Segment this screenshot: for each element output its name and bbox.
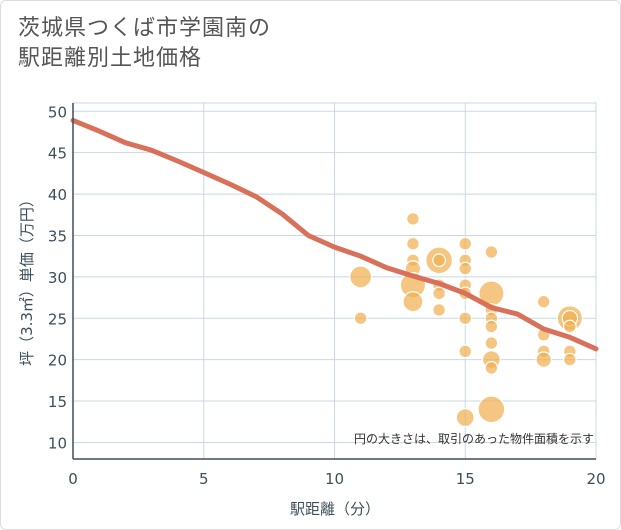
data-point bbox=[477, 395, 506, 424]
chart-title-line-2: 駅距離別土地価格 bbox=[18, 46, 203, 71]
y-tick-label: 15 bbox=[48, 393, 67, 411]
data-point bbox=[535, 351, 552, 368]
y-axis-label: 坪（3.3㎡）単価（万円） bbox=[18, 192, 36, 366]
trend-line-group bbox=[70, 117, 599, 352]
data-point bbox=[484, 336, 499, 350]
chart-title-line-1: 茨城県つくば市学園南の bbox=[18, 16, 272, 41]
data-point bbox=[484, 361, 499, 375]
x-axis-label: 駅距離（分） bbox=[290, 500, 380, 518]
x-tick-label: 15 bbox=[456, 470, 475, 488]
chart-annotation: 円の大きさは、取引のあった物件面積を示す bbox=[354, 431, 594, 446]
data-point bbox=[432, 303, 446, 317]
data-point bbox=[353, 311, 368, 326]
x-tick-label: 10 bbox=[325, 470, 344, 488]
data-point bbox=[432, 253, 446, 268]
bubble-series bbox=[349, 212, 583, 428]
data-point bbox=[406, 236, 420, 251]
y-tick-label: 20 bbox=[48, 352, 67, 370]
data-point bbox=[458, 261, 473, 276]
tick-labels: 10 15 20 25 30 35 40 45 50 0 5 10 15 20 bbox=[48, 103, 606, 488]
y-tick-label: 25 bbox=[48, 310, 67, 328]
chart-title: 茨城県つくば市学園南の 駅距離別土地価格 bbox=[18, 14, 271, 74]
x-tick-label: 5 bbox=[199, 470, 209, 488]
data-point bbox=[484, 319, 499, 334]
axes bbox=[72, 103, 596, 460]
data-point bbox=[562, 319, 577, 334]
trend-line bbox=[70, 117, 599, 352]
x-tick-label: 0 bbox=[68, 470, 78, 488]
y-tick-label: 50 bbox=[48, 103, 67, 121]
data-point bbox=[458, 236, 473, 251]
data-point bbox=[484, 245, 499, 259]
data-point bbox=[402, 291, 424, 313]
y-tick-label: 35 bbox=[48, 227, 67, 245]
grid-lines bbox=[72, 102, 597, 460]
y-tick-label: 30 bbox=[48, 269, 67, 287]
data-point bbox=[562, 352, 577, 367]
y-tick-label: 45 bbox=[48, 145, 67, 163]
data-point bbox=[455, 408, 475, 428]
y-tick-label: 40 bbox=[48, 186, 67, 204]
data-point bbox=[536, 294, 551, 309]
y-tick-label: 10 bbox=[48, 434, 67, 452]
data-point bbox=[432, 286, 446, 301]
data-point bbox=[458, 344, 473, 359]
data-point bbox=[349, 265, 373, 289]
data-point bbox=[458, 311, 473, 326]
data-point bbox=[406, 212, 420, 226]
x-tick-label: 20 bbox=[586, 470, 605, 488]
